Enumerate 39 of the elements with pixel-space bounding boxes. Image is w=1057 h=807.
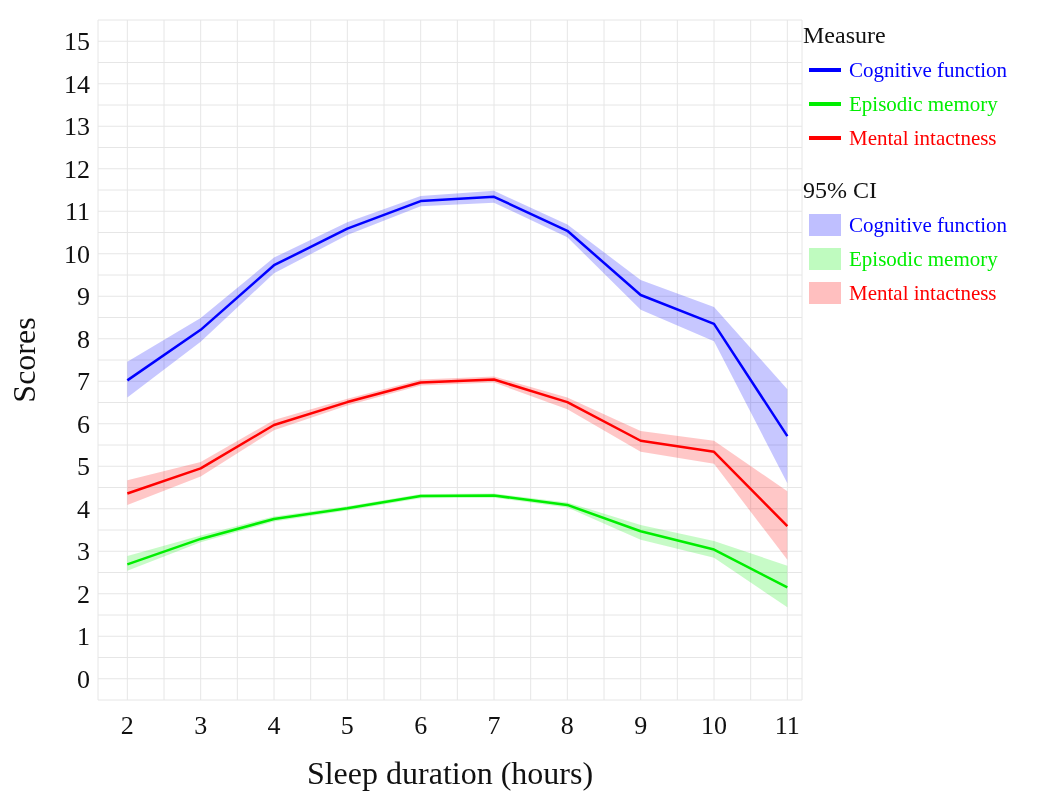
legend-label: Episodic memory <box>849 246 998 272</box>
x-tick-label: 11 <box>774 711 800 741</box>
y-tick-label: 15 <box>64 27 90 57</box>
x-tick-label: 7 <box>487 711 501 741</box>
x-axis-title: Sleep duration (hours) <box>306 755 594 791</box>
text: Cognitive function <box>849 57 1008 82</box>
x-tick-label: 10 <box>701 711 727 741</box>
line-series <box>126 195 789 438</box>
y-tick-label: 9 <box>77 282 90 312</box>
y-tick-label: 8 <box>77 324 90 354</box>
text: 95% CI <box>803 177 878 204</box>
y-tick-label: 11 <box>64 197 90 227</box>
y-tick-label: 6 <box>77 409 90 439</box>
y-tick-label: 10 <box>64 239 90 269</box>
text: Mental intactness <box>849 125 997 150</box>
legend-label: Mental intactness <box>849 280 997 306</box>
x-tick-label: 6 <box>414 711 428 741</box>
x-tick-label: 2 <box>120 711 134 741</box>
x-tick-label: 9 <box>634 711 648 741</box>
x-tick-label: 3 <box>194 711 208 741</box>
x-tick-label: 4 <box>267 711 281 741</box>
y-tick-label: 5 <box>77 452 90 482</box>
text: Episodic memory <box>849 91 998 116</box>
legend-title: Measure <box>803 22 887 49</box>
y-tick-label: 13 <box>64 112 90 142</box>
y-tick-label: 1 <box>77 622 90 652</box>
y-tick-label: 7 <box>77 367 90 397</box>
y-tick-label: 2 <box>77 579 90 609</box>
line-series <box>126 378 789 528</box>
y-axis-title: Scores <box>6 317 43 403</box>
y-tick-label: 3 <box>77 537 90 567</box>
y-tick-label: 0 <box>77 664 90 694</box>
line-series <box>126 494 789 589</box>
y-tick-label: 12 <box>64 154 90 184</box>
y-tick-label: 14 <box>64 69 90 99</box>
x-tick-label: 5 <box>340 711 354 741</box>
y-tick-label: 4 <box>77 494 90 524</box>
x-tick-label: 8 <box>560 711 574 741</box>
legend-label: Cognitive function <box>849 212 1008 238</box>
